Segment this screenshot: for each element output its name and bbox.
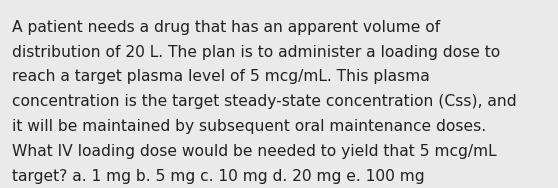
- Text: What IV loading dose would be needed to yield that 5 mcg/mL: What IV loading dose would be needed to …: [12, 144, 497, 159]
- Text: it will be maintained by subsequent oral maintenance doses.: it will be maintained by subsequent oral…: [12, 119, 487, 134]
- Text: distribution of 20 L. The plan is to administer a loading dose to: distribution of 20 L. The plan is to adm…: [12, 45, 501, 60]
- Text: target? a. 1 mg b. 5 mg c. 10 mg d. 20 mg e. 100 mg: target? a. 1 mg b. 5 mg c. 10 mg d. 20 m…: [12, 169, 425, 184]
- Text: concentration is the target steady-state concentration (Css), and: concentration is the target steady-state…: [12, 94, 517, 109]
- Text: A patient needs a drug that has an apparent volume of: A patient needs a drug that has an appar…: [12, 20, 440, 35]
- Text: reach a target plasma level of 5 mcg/mL. This plasma: reach a target plasma level of 5 mcg/mL.…: [12, 69, 430, 84]
